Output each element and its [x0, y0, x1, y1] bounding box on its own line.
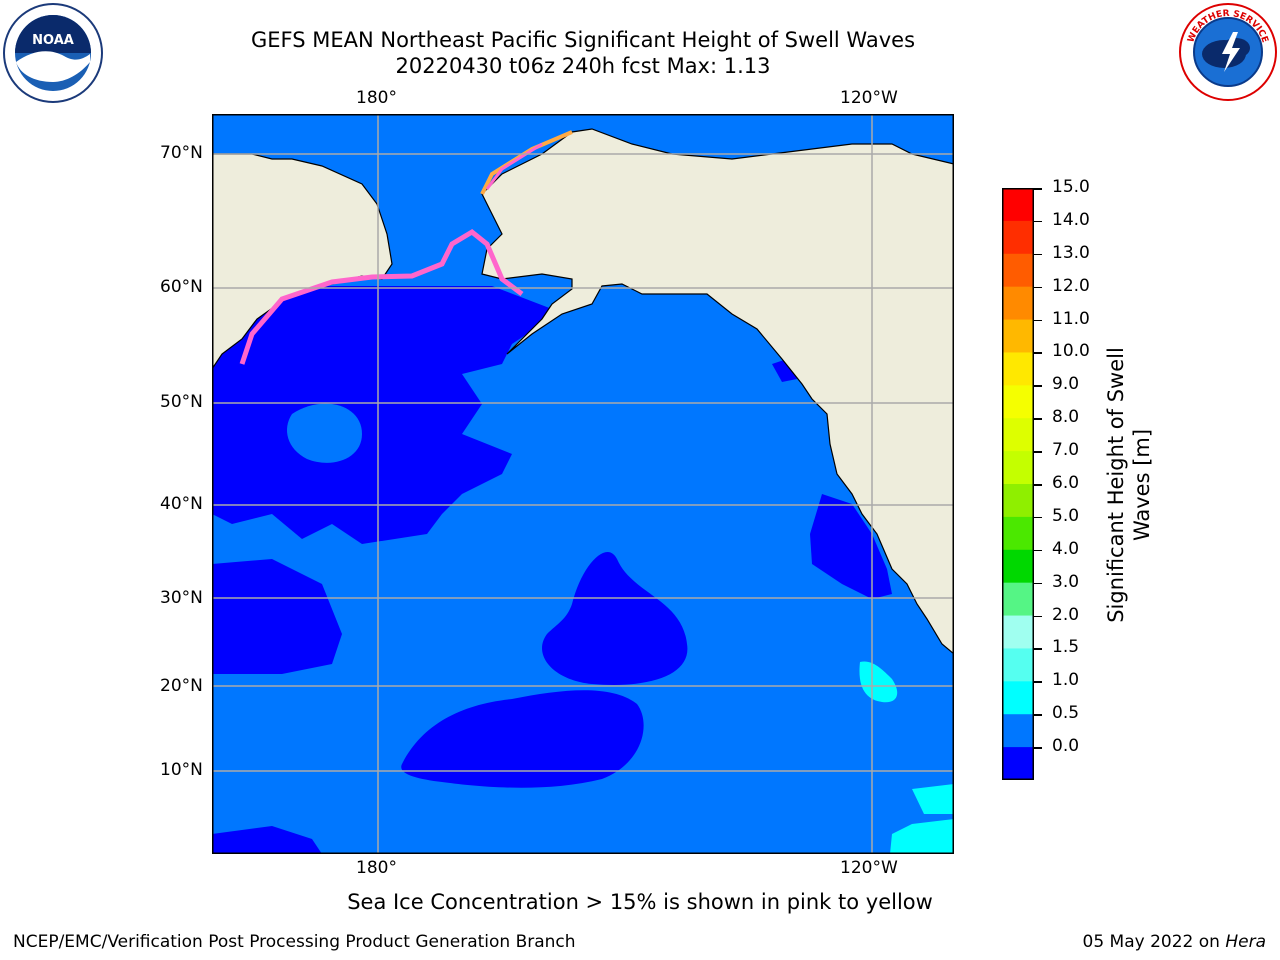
chart-title: GEFS MEAN Northeast Pacific Significant …	[250, 28, 916, 52]
colorbar-title-line1: Significant Height of Swell	[1104, 347, 1128, 623]
colorbar-tick-mark	[1034, 648, 1042, 650]
low-swell-tropic	[401, 690, 644, 788]
graticule	[212, 114, 954, 854]
colorbar-tick-label: 1.0	[1052, 670, 1080, 691]
colorbar-tick-label: 3.0	[1052, 571, 1080, 592]
lon-label-bottom-120w: 120°W	[840, 858, 898, 878]
low-swell-subtropic	[542, 551, 688, 685]
lat-label-70n: 70°N	[160, 143, 203, 163]
colorbar-segment	[1002, 516, 1034, 551]
footer-host: Hera	[1225, 932, 1266, 952]
light-swell-patch	[287, 403, 362, 463]
lat-label-10n: 10°N	[160, 760, 203, 780]
low-swell-gulf	[772, 359, 797, 382]
colorbar-tick-label: 11.0	[1052, 308, 1090, 329]
lat-label-40n: 40°N	[160, 494, 203, 514]
colorbar-segment	[1002, 385, 1034, 419]
footer-date: 05 May 2022 on Hera	[1083, 932, 1267, 952]
colorbar-tick-mark	[1034, 220, 1042, 223]
colorbar-tick-label: 2.0	[1052, 604, 1080, 625]
colorbar-tick-mark	[1034, 188, 1042, 190]
nws-logo-icon: WEATHER SERVICE	[1179, 3, 1277, 101]
lat-label-30n: 30°N	[160, 588, 203, 608]
colorbar-segment	[1002, 220, 1034, 255]
footer-date-text: 05 May 2022 on	[1082, 932, 1226, 952]
colorbar-segment	[1002, 253, 1034, 288]
colorbar-segment	[1002, 615, 1034, 649]
colorbar-tick-mark	[1034, 484, 1042, 486]
noaa-logo-icon: NOAA	[3, 3, 103, 103]
swell-patch-southeast-2	[912, 784, 954, 814]
colorbar-tick-label: 4.0	[1052, 538, 1080, 559]
colorbar-tick-label: 9.0	[1052, 374, 1080, 395]
land-siberia	[212, 114, 393, 371]
colorbar-tick-mark	[1034, 714, 1042, 716]
colorbar-tick-mark	[1034, 253, 1042, 256]
low-swell-north-pacific	[212, 284, 552, 544]
colorbar-tick-label: 10.0	[1052, 341, 1090, 362]
colorbar-tick-label: 0.0	[1052, 736, 1080, 757]
colorbar-title-line2: Waves [m]	[1130, 428, 1154, 542]
footer-credit: NCEP/EMC/Verification Post Processing Pr…	[13, 932, 576, 952]
colorbar-segment	[1002, 582, 1034, 617]
colorbar-segment	[1002, 319, 1034, 353]
lat-label-50n: 50°N	[160, 392, 203, 412]
colorbar-tick-label: 7.0	[1052, 440, 1080, 461]
colorbar-tick-label: 13.0	[1052, 242, 1090, 263]
lon-label-top-180: 180°	[356, 88, 397, 108]
low-swell-southwest	[212, 826, 322, 854]
lon-label-bottom-180: 180°	[356, 858, 397, 878]
swell-patch-southeast	[890, 819, 954, 854]
colorbar-tick-label: 14.0	[1052, 209, 1090, 230]
lat-label-60n: 60°N	[160, 277, 203, 297]
colorbar-segment	[1002, 451, 1034, 485]
land-north-america	[481, 128, 954, 655]
colorbar-title: Significant Height of Swell Waves [m]	[1103, 347, 1155, 623]
lon-label-top-120w: 120°W	[840, 88, 898, 108]
colorbar-tick-label: 6.0	[1052, 473, 1080, 493]
low-swell-west-south	[212, 574, 257, 604]
colorbar-segment	[1002, 484, 1034, 518]
svg-text:NOAA: NOAA	[32, 33, 74, 48]
colorbar-tick-mark	[1034, 319, 1042, 322]
colorbar-segment	[1002, 286, 1034, 321]
colorbar-segment	[1002, 418, 1034, 452]
colorbar-tick-mark	[1034, 516, 1042, 519]
colorbar-segment	[1002, 188, 1034, 222]
colorbar-segment	[1002, 747, 1034, 780]
colorbar-tick-mark	[1034, 418, 1042, 420]
colorbar-segment	[1002, 549, 1034, 584]
colorbar-tick-mark	[1034, 681, 1042, 683]
colorbar-tick-mark	[1034, 286, 1042, 289]
sea-ice-bering	[239, 228, 524, 365]
colorbar-tick-mark	[1034, 747, 1042, 749]
colorbar-tick-mark	[1034, 615, 1042, 618]
sea-ice-north-pink	[485, 142, 543, 190]
colorbar-segment	[1002, 714, 1034, 748]
colorbar-segment	[1002, 681, 1034, 715]
colorbar-tick-label: 15.0	[1052, 177, 1090, 197]
chart-subtitle: 20220430 t06z 240h fcst Max: 1.13	[395, 54, 771, 78]
sea-ice-note: Sea Ice Concentration > 15% is shown in …	[347, 890, 933, 914]
colorbar-tick-label: 0.5	[1052, 703, 1080, 724]
lat-label-20n: 20°N	[160, 676, 203, 696]
swell-height-map	[212, 114, 954, 854]
colorbar-segment	[1002, 352, 1034, 386]
colorbar	[1002, 188, 1034, 780]
colorbar-segment	[1002, 648, 1034, 682]
colorbar-tick-label: 12.0	[1052, 275, 1090, 296]
swell-patch-hawaii-east	[859, 661, 898, 703]
colorbar-tick-mark	[1034, 385, 1042, 387]
colorbar-tick-mark	[1034, 582, 1042, 585]
colorbar-tick-mark	[1034, 451, 1042, 453]
colorbar-tick-mark	[1034, 352, 1042, 354]
colorbar-tick-label: 1.5	[1052, 637, 1080, 658]
colorbar-tick-label: 8.0	[1052, 407, 1080, 428]
colorbar-tick-mark	[1034, 549, 1042, 552]
colorbar-tick-label: 5.0	[1052, 505, 1080, 526]
